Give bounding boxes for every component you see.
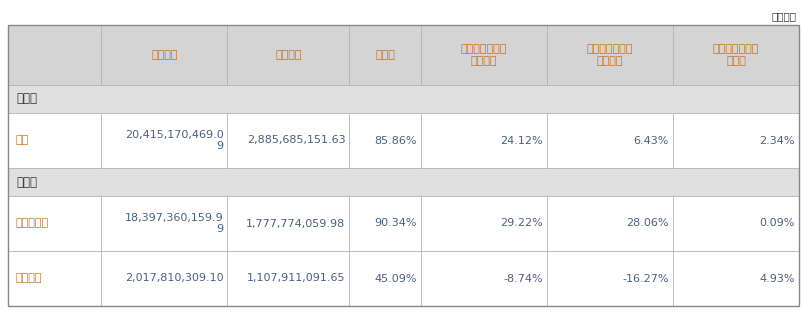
Bar — [672, 25, 798, 85]
Bar — [672, 251, 798, 306]
Bar — [349, 113, 421, 168]
Text: 中高档酒类: 中高档酒类 — [16, 219, 49, 229]
Text: 24.12%: 24.12% — [499, 136, 542, 145]
Text: 28.06%: 28.06% — [626, 219, 668, 229]
Text: 营业成本比上年
同期增减: 营业成本比上年 同期增减 — [586, 44, 633, 66]
Text: 分产品: 分产品 — [16, 176, 37, 188]
Bar — [8, 113, 101, 168]
Text: 0.09%: 0.09% — [759, 219, 794, 229]
Bar — [421, 25, 546, 85]
Text: 营业成本: 营业成本 — [275, 50, 301, 60]
Text: 20,415,170,469.0
9: 20,415,170,469.0 9 — [124, 130, 223, 151]
Bar — [227, 196, 349, 251]
Bar — [101, 113, 227, 168]
Bar — [227, 25, 349, 85]
Bar — [349, 251, 421, 306]
Text: 1,107,911,091.65: 1,107,911,091.65 — [247, 273, 345, 284]
Text: 单位：元: 单位：元 — [771, 11, 796, 21]
Bar — [101, 25, 227, 85]
Text: 1,777,774,059.98: 1,777,774,059.98 — [246, 219, 345, 229]
Bar — [421, 196, 546, 251]
Bar — [546, 251, 672, 306]
Text: 29.22%: 29.22% — [499, 219, 542, 229]
Text: 2,017,810,309.10: 2,017,810,309.10 — [124, 273, 223, 284]
Text: 2.34%: 2.34% — [759, 136, 794, 145]
Text: 分行业: 分行业 — [16, 93, 37, 106]
Text: 85.86%: 85.86% — [374, 136, 417, 145]
Text: -16.27%: -16.27% — [622, 273, 668, 284]
Bar — [8, 251, 101, 306]
Bar — [546, 113, 672, 168]
Text: 2,885,685,151.63: 2,885,685,151.63 — [247, 136, 345, 145]
Text: 45.09%: 45.09% — [374, 273, 417, 284]
Text: 其他酒类: 其他酒类 — [16, 273, 43, 284]
Bar — [101, 196, 227, 251]
Text: 营业收入: 营业收入 — [151, 50, 177, 60]
Bar — [349, 196, 421, 251]
Text: 毛利率: 毛利率 — [375, 50, 394, 60]
Bar — [546, 25, 672, 85]
Bar — [349, 25, 421, 85]
Bar — [227, 113, 349, 168]
Bar — [8, 25, 798, 306]
Text: 酒类: 酒类 — [16, 136, 29, 145]
Bar — [8, 85, 798, 113]
Text: 90.34%: 90.34% — [374, 219, 417, 229]
Text: 18,397,360,159.9
9: 18,397,360,159.9 9 — [124, 213, 223, 234]
Text: 毛利率比上年同
期增减: 毛利率比上年同 期增减 — [712, 44, 758, 66]
Bar — [421, 113, 546, 168]
Bar — [421, 251, 546, 306]
Bar — [546, 196, 672, 251]
Bar — [8, 25, 101, 85]
Bar — [672, 113, 798, 168]
Bar — [8, 168, 798, 196]
Text: 营业收入比上年
同期增减: 营业收入比上年 同期增减 — [460, 44, 507, 66]
Bar — [227, 251, 349, 306]
Text: 6.43%: 6.43% — [633, 136, 668, 145]
Bar — [672, 196, 798, 251]
Text: 4.93%: 4.93% — [759, 273, 794, 284]
Text: -8.74%: -8.74% — [503, 273, 542, 284]
Bar — [8, 196, 101, 251]
Bar — [101, 251, 227, 306]
